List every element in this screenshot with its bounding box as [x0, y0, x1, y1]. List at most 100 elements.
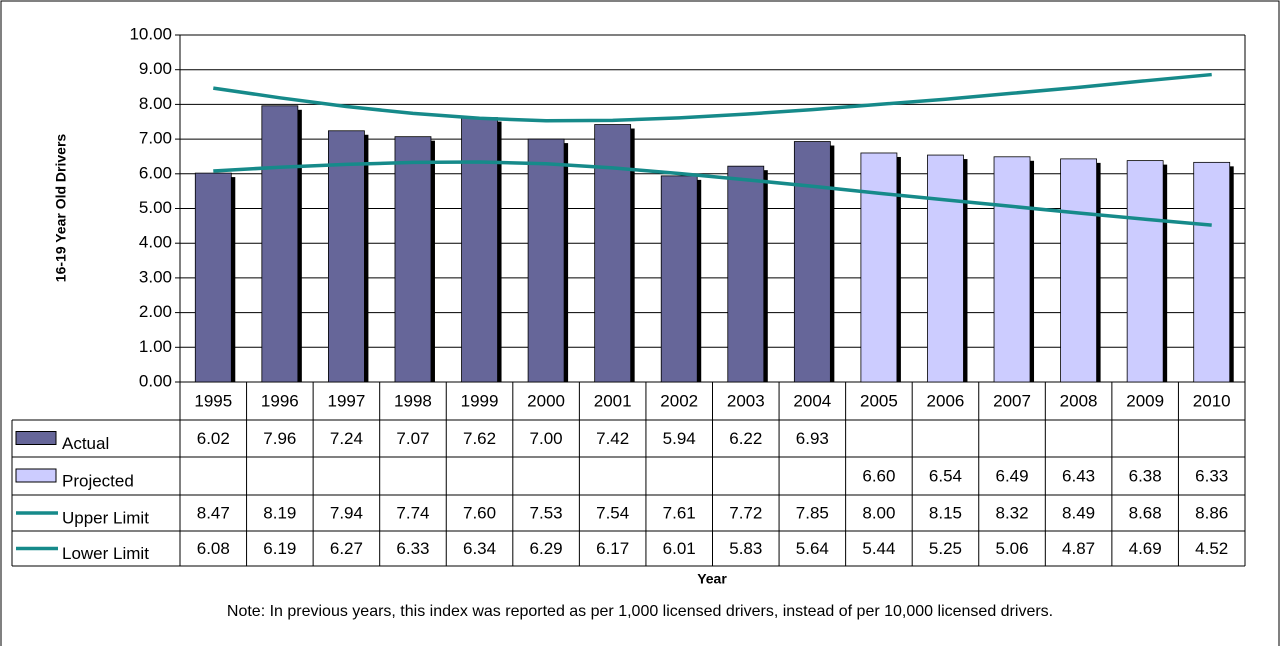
table-cell: 8.00 [862, 503, 895, 522]
table-cell: 4.52 [1195, 539, 1228, 558]
table-cell: 7.61 [663, 503, 696, 522]
x-tick-label: 2007 [993, 391, 1031, 410]
table-cell: 5.83 [729, 539, 762, 558]
table-cell: 7.54 [596, 503, 629, 522]
legend-label: Lower Limit [62, 544, 149, 563]
bar [1126, 160, 1164, 383]
table-cell: 7.07 [396, 429, 429, 448]
table-cell: 5.94 [663, 429, 696, 448]
table-cell: 5.25 [929, 539, 962, 558]
table-cell: 4.87 [1062, 539, 1095, 558]
table-cell: 5.44 [862, 539, 895, 558]
bar [860, 152, 898, 383]
x-tick-label: 2008 [1060, 391, 1098, 410]
table-cell: 6.01 [663, 539, 696, 558]
line [213, 160, 1212, 227]
table-cell: 6.43 [1062, 466, 1095, 485]
x-tick-label: 1997 [327, 391, 365, 410]
line [213, 72, 1212, 123]
table-cell: 8.32 [995, 503, 1028, 522]
bar [1193, 161, 1231, 383]
x-tick-label: 2005 [860, 391, 898, 410]
y-tick-label: 5.00 [139, 198, 172, 217]
x-tick-label: 1995 [194, 391, 232, 410]
table-cell: 8.68 [1129, 503, 1162, 522]
table-cell: 8.86 [1195, 503, 1228, 522]
table-cell: 7.60 [463, 503, 496, 522]
table-cell: 7.62 [463, 429, 496, 448]
table-cell: 6.22 [729, 429, 762, 448]
bar [328, 130, 365, 383]
bar [727, 165, 765, 383]
table-cell: 7.74 [396, 503, 429, 522]
bar [194, 172, 232, 383]
table-cell: 7.96 [263, 429, 296, 448]
x-tick-label: 1996 [261, 391, 299, 410]
table-cell: 6.49 [995, 466, 1028, 485]
table-cell: 7.85 [796, 503, 829, 522]
table-cell: 6.27 [330, 539, 363, 558]
x-tick-label: 2002 [660, 391, 698, 410]
bar [394, 136, 432, 383]
y-tick-label: 7.00 [139, 129, 172, 148]
table-cell: 6.38 [1129, 466, 1162, 485]
table-cell: 7.72 [729, 503, 762, 522]
x-tick-label: 2004 [793, 391, 831, 410]
table-cell: 7.53 [530, 503, 563, 522]
table-cell: 7.94 [330, 503, 363, 522]
bar [461, 117, 498, 383]
table-cell: 4.69 [1129, 539, 1162, 558]
y-tick-label: 4.00 [139, 233, 172, 252]
table-cell: 6.33 [1195, 466, 1228, 485]
y-tick-label: 0.00 [139, 371, 172, 390]
table-cell: 6.19 [263, 539, 296, 558]
legend-label: Projected [62, 471, 134, 490]
table-cell: 8.19 [263, 503, 296, 522]
table-cell: 8.15 [929, 503, 962, 522]
legend-key [15, 468, 57, 483]
bar [527, 138, 565, 383]
bar [594, 124, 632, 383]
x-tick-label: 2001 [594, 391, 632, 410]
bar [1060, 158, 1097, 383]
x-tick-label: 1998 [394, 391, 432, 410]
table-cell: 6.29 [530, 539, 563, 558]
table-cell: 6.02 [197, 429, 230, 448]
x-tick-label: 2009 [1126, 391, 1164, 410]
x-tick-label: 2003 [727, 391, 765, 410]
x-tick-label: 1999 [461, 391, 499, 410]
table-cell: 6.60 [862, 466, 895, 485]
table-cell: 8.49 [1062, 503, 1095, 522]
y-tick-label: 3.00 [139, 267, 172, 286]
bar [261, 105, 299, 383]
y-tick-label: 10.00 [129, 24, 172, 43]
bar [993, 156, 1031, 383]
table-cell: 6.54 [929, 466, 962, 485]
table-cell: 6.33 [396, 539, 429, 558]
y-tick-label: 2.00 [139, 302, 172, 321]
y-tick-label: 1.00 [139, 337, 172, 356]
y-axis-label: 16-19 Year Old Drivers [53, 134, 69, 283]
legend-label: Upper Limit [62, 508, 149, 527]
table-cell: 5.06 [995, 539, 1028, 558]
table-cell: 6.08 [197, 539, 230, 558]
table-cell: 8.47 [197, 503, 230, 522]
note: Note: In previous years, this index was … [227, 603, 1053, 620]
bar [927, 154, 964, 383]
y-tick-label: 8.00 [139, 94, 172, 113]
table-cell: 7.00 [530, 429, 563, 448]
table-cell: 5.64 [796, 539, 829, 558]
y-tick-label: 9.00 [139, 59, 172, 78]
legend-label: Actual [62, 434, 109, 453]
legend-key [15, 431, 57, 445]
bar [793, 141, 831, 383]
table-cell: 6.17 [596, 539, 629, 558]
x-tick-label: 2006 [927, 391, 965, 410]
x-tick-label: 2010 [1193, 391, 1231, 410]
table-cell: 6.93 [796, 429, 829, 448]
y-tick-label: 6.00 [139, 163, 172, 182]
bar [660, 175, 698, 383]
table-cell: 7.24 [330, 429, 363, 448]
